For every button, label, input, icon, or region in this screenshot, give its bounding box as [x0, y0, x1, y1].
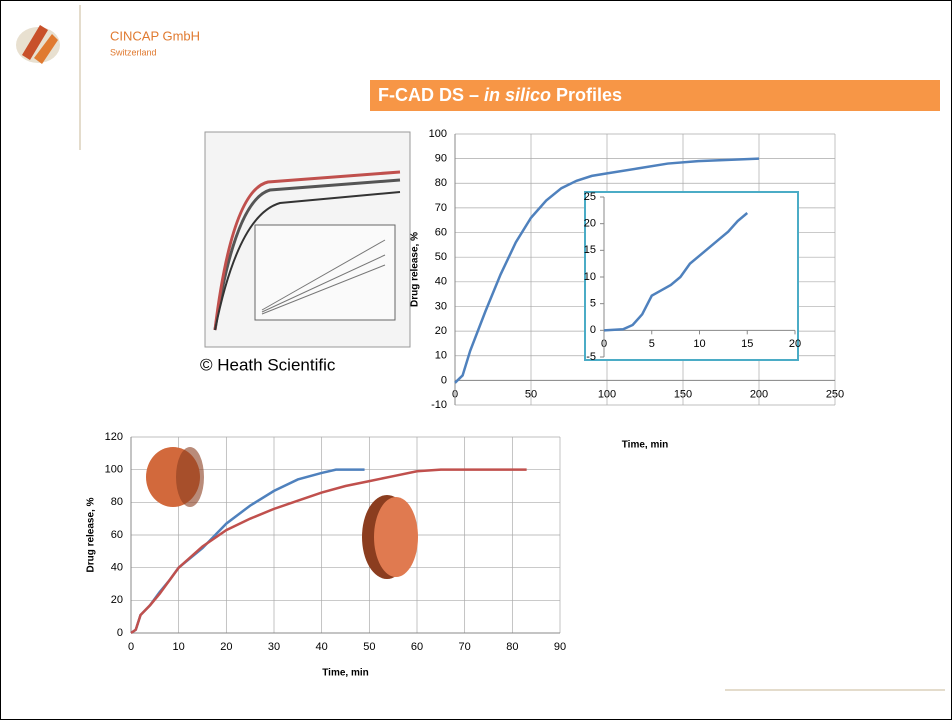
y-tick-label: 0 [590, 324, 596, 336]
country: Switzerland [110, 47, 157, 57]
y-tick-label: 70 [435, 202, 447, 214]
x-axis-label: Time, min [322, 668, 369, 679]
x-tick-label: 50 [525, 388, 537, 400]
y-tick-label: 80 [111, 496, 123, 508]
y-tick-label: 40 [435, 276, 447, 288]
x-tick-label: 80 [506, 641, 518, 653]
x-tick-label: 5 [649, 338, 655, 350]
y-tick-label: 20 [435, 325, 447, 337]
y-tick-label: 25 [584, 191, 596, 203]
y-tick-label: 60 [435, 226, 447, 238]
slide: CINCAP GmbH Switzerland F-CAD DS – in si… [0, 0, 952, 720]
y-tick-label: 15 [584, 244, 596, 256]
title-part: Profiles [551, 85, 622, 105]
x-tick-label: 150 [674, 388, 692, 400]
x-tick-label: 250 [826, 388, 844, 400]
y-tick-label: 80 [435, 177, 447, 189]
y-tick-label: 120 [105, 431, 123, 443]
x-tick-label: 20 [220, 641, 232, 653]
x-tick-label: 60 [411, 641, 423, 653]
x-tick-label: 30 [268, 641, 280, 653]
y-tick-label: 60 [111, 529, 123, 541]
title: F-CAD DS – in silico Profiles [378, 85, 622, 105]
y-tick-label: 10 [584, 271, 596, 283]
y-tick-label: 20 [111, 594, 123, 606]
y-tick-label: 50 [435, 251, 447, 263]
y-tick-label: -5 [586, 351, 596, 363]
chart: -5051015202505101520 [584, 191, 801, 363]
y-tick-label: 30 [435, 300, 447, 312]
y-tick-label: 40 [111, 562, 123, 574]
x-tick-label: 100 [598, 388, 616, 400]
y-tick-label: 0 [441, 374, 447, 386]
title-part: F-CAD DS – [378, 85, 484, 105]
x-tick-label: 0 [128, 641, 134, 653]
y-axis-label: Drug release, % [86, 497, 97, 572]
y-tick-label: 5 [590, 298, 596, 310]
x-tick-label: 40 [316, 641, 328, 653]
y-tick-label: 90 [435, 153, 447, 165]
x-tick-label: 10 [693, 338, 705, 350]
image-caption: © Heath Scientific [200, 355, 336, 374]
x-axis-label: Time, min [622, 440, 669, 451]
y-tick-label: -10 [431, 399, 447, 411]
title-italic: in silico [484, 85, 551, 105]
y-tick-label: 100 [429, 128, 447, 140]
x-tick-label: 20 [789, 338, 801, 350]
literature-figure [205, 132, 410, 347]
y-tick-label: 0 [117, 627, 123, 639]
y-tick-label: 20 [584, 218, 596, 230]
x-tick-label: 15 [741, 338, 753, 350]
y-tick-label: 100 [105, 464, 123, 476]
inset-frame [585, 192, 798, 360]
x-tick-label: 50 [363, 641, 375, 653]
y-axis-label: Drug release, % [410, 232, 421, 307]
x-tick-label: 90 [554, 641, 566, 653]
x-tick-label: 10 [173, 641, 185, 653]
y-tick-label: 10 [435, 350, 447, 362]
x-tick-label: 200 [750, 388, 768, 400]
company: CINCAP GmbH [110, 28, 200, 43]
x-tick-label: 70 [459, 641, 471, 653]
